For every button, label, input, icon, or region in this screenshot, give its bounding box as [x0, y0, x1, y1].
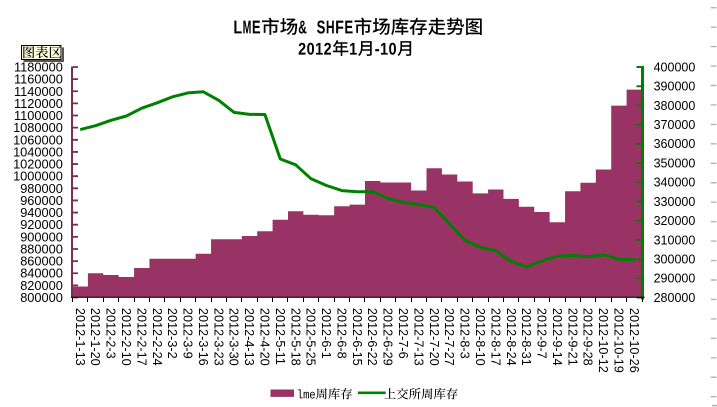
svg-text:2012-9-14: 2012-9-14 [550, 308, 564, 366]
svg-text:320000: 320000 [654, 214, 696, 228]
svg-text:2012-9-28: 2012-9-28 [581, 308, 595, 366]
svg-text:380000: 380000 [654, 99, 696, 113]
svg-text:940000: 940000 [20, 205, 63, 220]
svg-text:1120000: 1120000 [14, 96, 63, 111]
svg-text:330000: 330000 [654, 195, 696, 209]
svg-text:360000: 360000 [654, 137, 696, 151]
svg-text:980000: 980000 [20, 181, 63, 196]
svg-text:2012-6-29: 2012-6-29 [381, 308, 395, 366]
svg-text:2012-9-21: 2012-9-21 [565, 308, 579, 366]
svg-text:2012-1-13: 2012-1-13 [73, 308, 87, 366]
svg-text:1080000: 1080000 [13, 120, 63, 135]
svg-text:2012-4-13: 2012-4-13 [242, 308, 256, 366]
svg-text:350000: 350000 [654, 156, 696, 170]
svg-text:2012-2-24: 2012-2-24 [150, 308, 164, 366]
svg-text:2012-3-30: 2012-3-30 [227, 308, 241, 366]
svg-text:2012-6-1: 2012-6-1 [319, 308, 333, 359]
svg-text:900000: 900000 [20, 229, 63, 244]
svg-text:300000: 300000 [654, 252, 696, 266]
svg-text:2012-8-31: 2012-8-31 [519, 308, 533, 366]
svg-text:2012-10-19: 2012-10-19 [612, 308, 626, 373]
svg-text:400000: 400000 [654, 60, 696, 74]
svg-text:840000: 840000 [20, 266, 63, 281]
svg-text:340000: 340000 [654, 176, 696, 190]
svg-text:2012-8-17: 2012-8-17 [488, 308, 502, 366]
svg-text:2012-5-18: 2012-5-18 [288, 308, 302, 366]
svg-text:2012-6-15: 2012-6-15 [350, 308, 364, 366]
svg-text:1160000: 1160000 [14, 72, 63, 87]
svg-text:1040000: 1040000 [13, 144, 63, 159]
svg-text:2012-10-26: 2012-10-26 [627, 308, 641, 373]
svg-text:960000: 960000 [20, 193, 63, 208]
svg-text:2012-10-12: 2012-10-12 [596, 308, 610, 373]
svg-text:880000: 880000 [20, 241, 63, 256]
svg-text:2012-5-25: 2012-5-25 [304, 308, 318, 366]
svg-text:800000: 800000 [20, 290, 63, 305]
svg-text:1000000: 1000000 [13, 169, 63, 184]
svg-text:1100000: 1100000 [14, 108, 63, 123]
svg-text:1140000: 1140000 [14, 84, 63, 99]
svg-text:2012-9-7: 2012-9-7 [535, 308, 549, 359]
svg-text:2012-8-24: 2012-8-24 [504, 308, 518, 366]
svg-text:2012-2-3: 2012-2-3 [104, 308, 118, 359]
svg-text:1180000: 1180000 [14, 60, 63, 75]
svg-text:860000: 860000 [20, 254, 63, 269]
svg-text:820000: 820000 [20, 278, 63, 293]
svg-text:2012-8-3: 2012-8-3 [458, 308, 472, 359]
svg-text:2012-3-23: 2012-3-23 [211, 308, 225, 366]
svg-text:2012-2-10: 2012-2-10 [119, 308, 133, 366]
svg-text:2012-7-6: 2012-7-6 [396, 308, 410, 359]
svg-text:2012-5-11: 2012-5-11 [273, 308, 287, 365]
svg-text:290000: 290000 [654, 272, 696, 286]
svg-text:2012-7-13: 2012-7-13 [411, 308, 425, 366]
svg-text:2012-1-20: 2012-1-20 [88, 308, 102, 366]
svg-text:280000: 280000 [654, 291, 696, 305]
svg-text:1060000: 1060000 [13, 132, 63, 147]
svg-text:390000: 390000 [654, 80, 696, 94]
svg-text:310000: 310000 [654, 233, 696, 247]
svg-text:2012-2-17: 2012-2-17 [134, 308, 148, 366]
svg-text:2012-6-22: 2012-6-22 [365, 308, 379, 366]
svg-text:2012-3-9: 2012-3-9 [181, 308, 195, 359]
svg-text:370000: 370000 [654, 118, 696, 132]
svg-text:2012-8-10: 2012-8-10 [473, 308, 487, 366]
svg-text:920000: 920000 [20, 217, 63, 232]
svg-text:1020000: 1020000 [13, 157, 63, 172]
svg-text:2012-6-8: 2012-6-8 [334, 308, 348, 359]
svg-text:2012-4-20: 2012-4-20 [258, 308, 272, 366]
svg-text:2012-3-16: 2012-3-16 [196, 308, 210, 366]
svg-text:2012-3-2: 2012-3-2 [165, 308, 179, 359]
svg-text:2012-7-27: 2012-7-27 [442, 308, 456, 366]
svg-text:2012-7-20: 2012-7-20 [427, 308, 441, 366]
